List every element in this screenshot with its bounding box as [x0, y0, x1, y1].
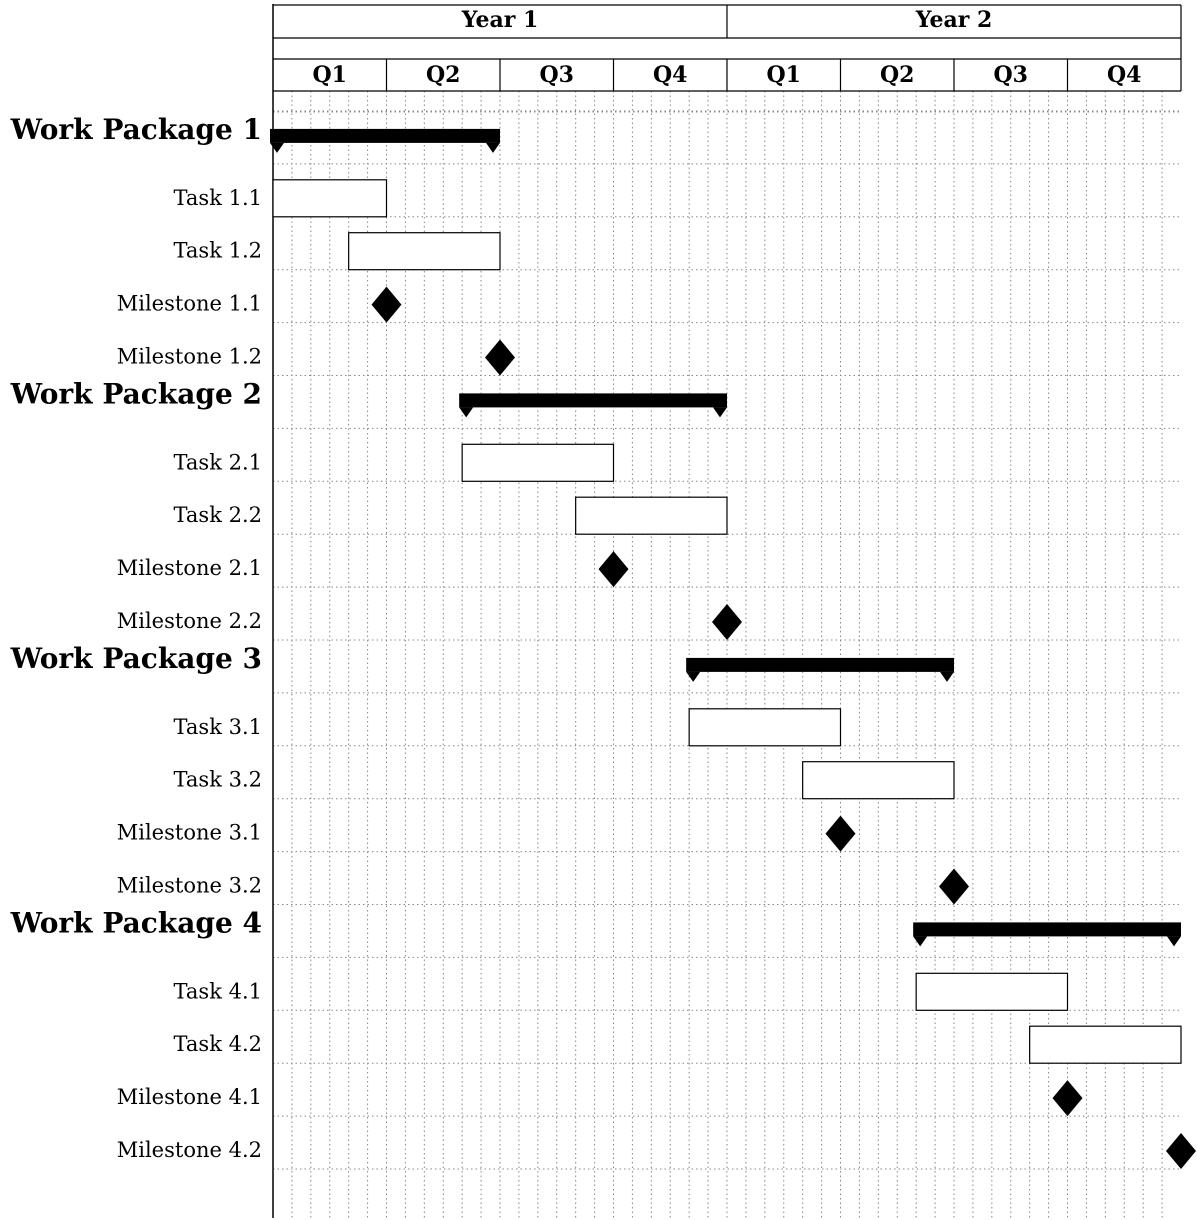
milestone-marker: [1052, 1080, 1083, 1117]
work-package-bar: [459, 393, 727, 418]
work-package-bar: [686, 657, 954, 682]
milestone-label: Milestone 2.1: [117, 556, 262, 580]
chart-bars: [270, 128, 1196, 1169]
quarter-label: Q2: [426, 62, 460, 88]
milestone-marker: [825, 815, 856, 852]
task-label: Task 3.1: [174, 715, 262, 739]
milestone-label: Milestone 1.2: [117, 345, 262, 369]
task-bar: [688, 708, 842, 747]
milestone-label: Milestone 1.1: [117, 292, 262, 316]
quarter-label: Q3: [994, 62, 1028, 88]
year-label: Year 1: [461, 7, 539, 33]
milestone-marker: [712, 604, 742, 640]
milestone-marker: [939, 868, 969, 905]
milestone-marker: [371, 286, 402, 323]
milestone-marker: [485, 339, 515, 376]
work-package-bar: [913, 922, 1181, 947]
milestone-marker: [598, 551, 629, 588]
task-label: Task 4.1: [174, 979, 262, 1003]
milestone-label: Milestone 4.2: [117, 1138, 262, 1162]
work-package-label: Work Package 1: [10, 113, 262, 146]
quarter-label: Q1: [313, 62, 347, 88]
work-package-label: Work Package 2: [10, 377, 262, 410]
milestone-label: Milestone 3.2: [117, 874, 262, 898]
milestone-marker: [1166, 1133, 1196, 1169]
milestone-label: Milestone 4.1: [117, 1085, 262, 1109]
work-package-bar: [270, 128, 500, 153]
task-label: Task 2.1: [174, 450, 262, 474]
task-label: Task 1.2: [174, 239, 262, 263]
task-bar: [1029, 1025, 1182, 1064]
task-bar: [575, 496, 728, 535]
task-bar: [348, 232, 501, 271]
quarter-label: Q3: [540, 62, 574, 88]
task-bar: [461, 443, 615, 482]
work-package-label: Work Package 3: [10, 642, 262, 675]
task-label: Task 4.2: [174, 1032, 262, 1056]
task-bar: [915, 972, 1069, 1011]
task-bar: [802, 761, 955, 800]
task-label: Task 2.2: [174, 503, 262, 527]
quarter-label: Q4: [1107, 62, 1141, 88]
quarter-label: Q4: [653, 62, 687, 88]
work-package-label: Work Package 4: [10, 906, 262, 939]
quarter-label: Q2: [880, 62, 914, 88]
milestone-label: Milestone 3.1: [117, 821, 262, 845]
task-label: Task 3.2: [174, 768, 262, 792]
task-label: Task 1.1: [174, 186, 262, 210]
quarter-label: Q1: [767, 62, 801, 88]
year-label: Year 2: [915, 7, 993, 33]
milestone-label: Milestone 2.2: [117, 609, 262, 633]
task-bar: [272, 179, 388, 218]
row-labels: Work Package 1 Task 1.1 Task 1.2 Milestone …: [10, 113, 262, 1162]
